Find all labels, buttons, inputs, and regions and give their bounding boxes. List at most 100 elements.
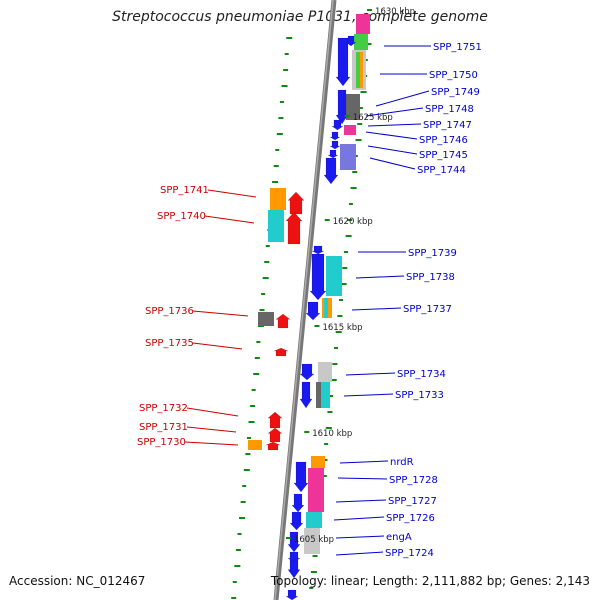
gene-arrow-forward[interactable] [345,35,357,47]
dash-mark [345,235,352,237]
gene-label-forward[interactable]: SPP_1738 [406,272,455,283]
gene-label-forward[interactable]: SPP_1751 [433,42,482,53]
gene-label-forward[interactable]: nrdR [390,457,414,468]
genome-title: Streptococcus pneumoniae P1031, complete… [112,9,488,25]
gene-label-forward[interactable]: SPP_1748 [425,104,474,115]
dash-mark [339,299,343,301]
gene-label-connector [367,123,422,127]
gene-label-connector [355,275,405,279]
gene-label-forward[interactable]: SPP_1724 [385,548,434,559]
dash-mark [242,485,247,487]
gene-label-reverse[interactable]: SPP_1736 [145,306,194,317]
gene-label-forward[interactable]: SPP_1726 [386,513,435,524]
dash-mark [253,373,260,375]
gene-arrow-forward[interactable] [329,140,341,150]
gene-arrow-reverse[interactable] [287,191,305,215]
gene-label-forward[interactable]: engA [386,532,412,543]
gene-arrow-forward[interactable] [287,551,301,563]
accession-text: Accession: NC_012467 [9,574,146,588]
gene-arrow-forward[interactable] [285,589,299,600]
dash-mark [284,53,289,55]
kbp-tick-label: 1620 kbp [333,217,373,227]
gene-label-connector [375,90,430,107]
dash-mark [332,363,338,365]
gene-label-forward[interactable]: SPP_1737 [403,304,452,315]
dash-mark [352,171,358,173]
kbp-tick-mark [344,115,350,117]
dash-mark [246,437,251,439]
dash-mark [330,379,337,381]
cog-box [346,94,360,120]
gene-arrow-forward[interactable] [323,157,339,185]
gene-arrow-reverse[interactable] [267,427,283,443]
gene-label-connector [337,477,388,480]
dash-mark [286,37,293,39]
cog-box [308,468,324,512]
gene-label-forward[interactable]: SPP_1746 [419,135,468,146]
dash-mark [337,315,343,317]
gene-arrow-forward[interactable] [327,149,339,159]
kbp-tick-label: 1610 kbp [312,429,352,439]
gene-arrow-reverse[interactable] [285,211,303,245]
dash-mark [347,219,353,221]
gene-label-connector [186,407,239,417]
cog-box [258,312,274,326]
dash-mark [334,347,339,349]
dash-mark [343,251,348,253]
dash-mark [324,443,329,445]
gene-label-reverse[interactable]: SPP_1735 [145,338,194,349]
gene-arrow-forward[interactable] [335,37,351,87]
cog-box [356,52,360,88]
kbp-tick-mark [367,9,373,11]
dash-mark [254,357,260,359]
dash-mark [272,181,279,183]
gene-label-connector [192,310,249,317]
gene-arrow-forward[interactable] [305,301,321,321]
kbp-tick-mark [314,325,320,327]
gene-label-connector [365,131,418,140]
gene-label-reverse[interactable]: SPP_1741 [160,185,209,196]
gene-arrow-forward[interactable] [287,531,301,553]
gene-arrow-forward[interactable] [299,381,313,409]
dash-mark [350,187,357,189]
gene-arrow-forward[interactable] [309,253,327,301]
gene-label-forward[interactable]: SPP_1750 [429,70,478,81]
dash-mark [276,133,283,135]
dash-mark [358,107,363,109]
dash-mark [250,405,256,407]
dash-mark [235,549,241,551]
gene-label-forward[interactable]: SPP_1734 [397,369,446,380]
gene-label-forward[interactable]: SPP_1749 [431,87,480,98]
dash-mark [231,597,237,599]
gene-arrow-forward[interactable] [291,493,305,513]
kbp-tick-mark [304,431,310,433]
gene-arrow-forward[interactable] [289,511,304,531]
gene-label-reverse[interactable]: SPP_1732 [139,403,188,414]
dash-mark [248,421,255,423]
gene-label-reverse[interactable]: SPP_1731 [139,422,188,433]
gene-label-forward[interactable]: SPP_1733 [395,390,444,401]
dash-mark [240,501,246,503]
gene-arrow-reverse[interactable] [275,313,291,329]
gene-label-forward[interactable]: SPP_1739 [408,248,457,259]
gene-label-forward[interactable]: SPP_1727 [388,496,437,507]
dash-mark [348,203,353,205]
gene-label-forward[interactable]: SPP_1747 [423,120,472,131]
dash-mark [262,277,269,279]
gene-label-reverse[interactable]: SPP_1740 [157,211,206,222]
gene-label-forward[interactable]: SPP_1744 [417,165,466,176]
gene-label-reverse[interactable]: SPP_1730 [137,437,186,448]
dash-mark [265,245,270,247]
dash-mark [283,69,289,71]
gene-arrow-forward[interactable] [329,131,341,141]
gene-label-forward[interactable]: SPP_1728 [389,475,438,486]
gene-arrow-reverse[interactable] [267,411,283,429]
gene-arrow-forward[interactable] [311,245,325,255]
gene-arrow-reverse[interactable] [265,441,281,451]
gene-label-forward[interactable]: SPP_1745 [419,150,468,161]
gene-arrow-reverse[interactable] [273,347,289,357]
gene-arrow-forward[interactable] [299,363,315,381]
gene-arrow-forward[interactable] [293,461,309,493]
gene-label-connector [351,307,402,311]
gene-arrow-forward[interactable] [331,119,344,131]
